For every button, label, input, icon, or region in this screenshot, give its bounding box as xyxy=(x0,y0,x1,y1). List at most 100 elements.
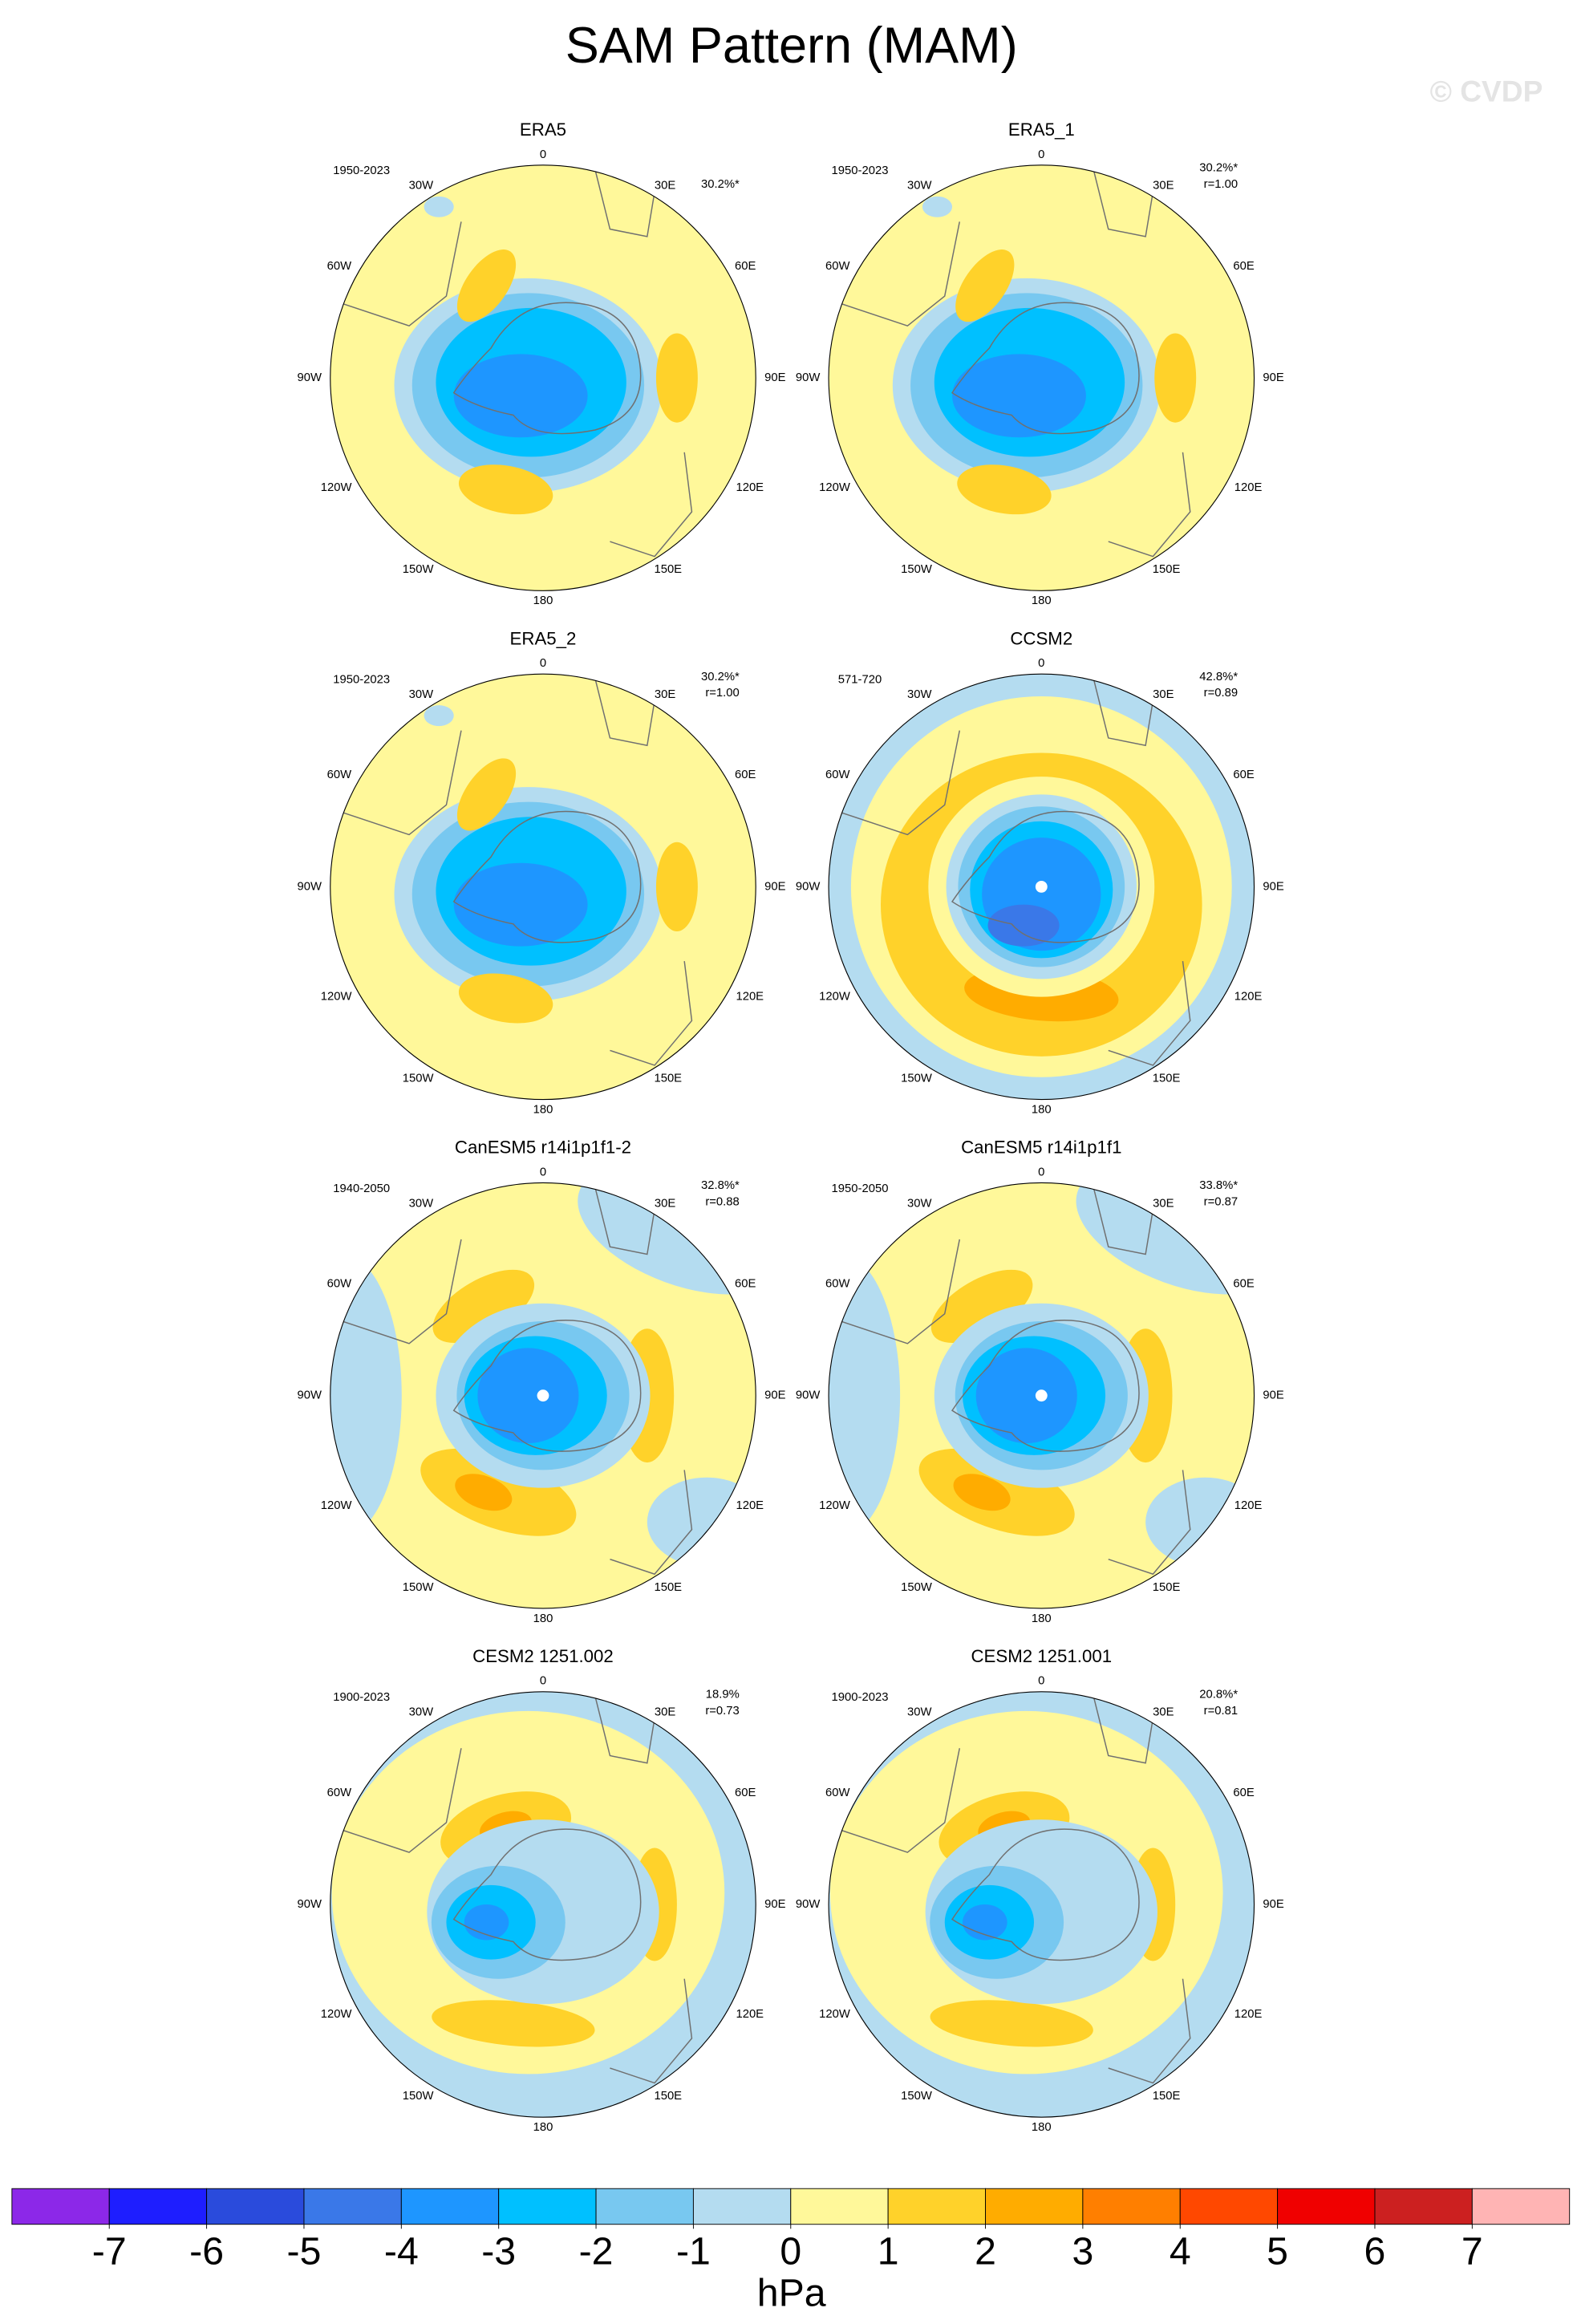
map-panel: CESM2 1251.001 1900-2023 20.8%* r=0.81 0 30E 6… xyxy=(796,1646,1284,2134)
colorbar-label: 2 xyxy=(975,2230,996,2273)
contour-fill xyxy=(330,1254,402,1537)
longitude-label: 120E xyxy=(736,1499,764,1512)
longitude-label: 90W xyxy=(298,1389,322,1402)
longitude-label: 60E xyxy=(1233,1278,1254,1291)
longitude-label: 150W xyxy=(901,1581,932,1594)
correlation-label: r=0.88 xyxy=(705,1195,739,1208)
variance-label: 30.2%* xyxy=(701,178,740,191)
longitude-label: 0 xyxy=(1038,1675,1044,1688)
coastline xyxy=(342,678,693,1066)
longitude-label: 30W xyxy=(409,688,434,701)
longitude-label: 30W xyxy=(409,1706,434,1719)
longitude-label: 60W xyxy=(327,769,352,781)
longitude-label: 150E xyxy=(1153,1073,1181,1085)
map-border xyxy=(330,1691,756,2118)
colorbar-swatch xyxy=(206,2188,305,2225)
contour-fill xyxy=(477,1348,579,1444)
contour-field xyxy=(829,164,1255,591)
longitude-label: 120E xyxy=(736,2008,764,2021)
colorbar-label: 0 xyxy=(780,2230,801,2273)
coastline xyxy=(452,810,642,943)
longitude-label: 90E xyxy=(764,880,785,893)
coastline xyxy=(452,1828,642,1961)
map-panel: ERA5_1 1950-2023 30.2%* r=1.00 0 30E 60E 90E 120… xyxy=(796,120,1284,607)
longitude-label: 30W xyxy=(409,1197,434,1210)
panel-title: CanESM5 r14i1p1f1-2 xyxy=(455,1138,631,1158)
longitude-label: 120W xyxy=(321,481,352,494)
longitude-label: 180 xyxy=(533,594,553,607)
longitude-label: 90E xyxy=(764,1898,785,1911)
contour-fill xyxy=(952,354,1086,438)
map-border xyxy=(330,673,756,1101)
colorbar-swatch xyxy=(790,2188,889,2225)
longitude-label: 90E xyxy=(1263,1389,1283,1402)
map-panel: CESM2 1251.002 1900-2023 18.9% r=0.73 0 30E 60… xyxy=(298,1646,786,2134)
pole-mask xyxy=(1035,880,1048,893)
longitude-label: 60E xyxy=(1233,1787,1254,1799)
longitude-label: 60W xyxy=(825,769,850,781)
longitude-label: 150W xyxy=(403,563,434,576)
map-panel: ERA5 1950-2023 30.2%* 0 30E 60E 90E 120E 150E 180… xyxy=(298,120,786,607)
longitude-label: 120E xyxy=(1234,481,1263,494)
contour-fill xyxy=(647,1477,756,1567)
coastline xyxy=(342,1696,693,2084)
longitude-label: 90W xyxy=(796,371,821,384)
colorbar-label: 1 xyxy=(878,2230,899,2273)
map-border xyxy=(828,673,1255,1101)
longitude-label: 60W xyxy=(327,1787,352,1799)
longitude-label: 60E xyxy=(735,260,756,273)
longitude-label: 60E xyxy=(1233,769,1254,781)
period-label: 1950-2050 xyxy=(832,1182,889,1195)
colorbar-swatch xyxy=(11,2188,110,2225)
longitude-label: 180 xyxy=(1032,1612,1052,1625)
contour-fill xyxy=(458,973,553,1024)
coastline xyxy=(951,302,1140,435)
panel-title: ERA5_1 xyxy=(1008,120,1075,140)
coastline xyxy=(342,1186,693,1576)
colorbar-swatch xyxy=(692,2188,792,2225)
contour-fill xyxy=(655,842,698,932)
period-label: 1900-2023 xyxy=(832,1691,889,1704)
period-label: 571-720 xyxy=(838,674,882,687)
variance-label: 30.2%* xyxy=(701,671,740,683)
longitude-label: 60E xyxy=(735,1278,756,1291)
contour-fill xyxy=(453,862,588,947)
longitude-label: 30E xyxy=(1153,180,1174,193)
longitude-label: 30W xyxy=(907,688,932,701)
longitude-label: 120E xyxy=(1234,1499,1263,1512)
map-border xyxy=(828,164,1255,591)
longitude-label: 150E xyxy=(654,1073,682,1085)
longitude-label: 150E xyxy=(1153,563,1181,576)
period-label: 1950-2023 xyxy=(333,164,390,177)
contour-fill xyxy=(1145,1477,1255,1567)
map-border xyxy=(330,164,756,591)
longitude-label: 30E xyxy=(655,688,675,701)
contour-fill xyxy=(456,758,517,831)
longitude-label: 90W xyxy=(796,1898,821,1911)
longitude-label: 90E xyxy=(1263,1898,1283,1911)
colorbar-swatch xyxy=(887,2188,986,2225)
longitude-label: 180 xyxy=(1032,2121,1052,2134)
contour-fill xyxy=(655,333,698,423)
colorbar-swatch xyxy=(400,2188,500,2225)
longitude-label: 120W xyxy=(321,2008,352,2021)
coastline xyxy=(840,169,1191,558)
longitude-label: 90W xyxy=(298,1898,322,1911)
longitude-label: 150E xyxy=(1153,1581,1181,1594)
longitude-label: 120W xyxy=(819,991,850,1004)
correlation-label: r=0.87 xyxy=(1204,1195,1238,1208)
contour-field xyxy=(330,674,756,1100)
longitude-label: 150W xyxy=(901,563,932,576)
contour-fill xyxy=(424,196,454,217)
longitude-label: 150W xyxy=(403,1581,434,1594)
colorbar-label: -5 xyxy=(287,2230,322,2273)
contour-fill xyxy=(1154,333,1197,423)
longitude-label: 90E xyxy=(764,371,785,384)
longitude-label: 30E xyxy=(1153,1706,1174,1719)
longitude-label: 150W xyxy=(901,1073,932,1085)
coastline xyxy=(951,1828,1140,1961)
longitude-label: 60E xyxy=(735,1787,756,1799)
colorbar-swatch xyxy=(985,2188,1084,2225)
